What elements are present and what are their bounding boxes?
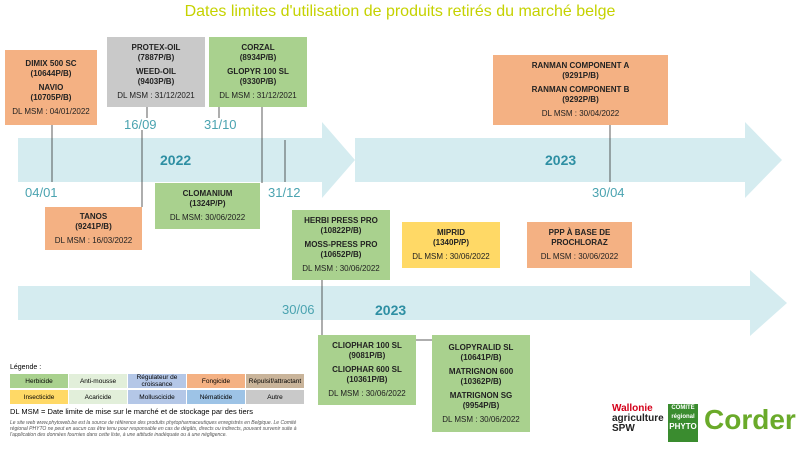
title: Dates limites d'utilisation de produits … — [184, 3, 616, 20]
product-name: DIMIX 500 SC — [25, 58, 77, 68]
product-code: (1340P/P) — [432, 238, 470, 247]
deadline: DL MSM : 30/06/2022 — [540, 252, 619, 261]
deadline: DL MSM : 30/04/2022 — [541, 109, 620, 118]
date-label: 16/09 — [124, 117, 157, 132]
product-box: HERBI PRESS PRO (10822P/B) MOSS-PRESS PRO(… — [292, 210, 390, 280]
year-label: 2023 — [545, 152, 577, 168]
product-name: CORZAL — [241, 43, 275, 52]
legend-note: DL MSM = Date limite de mise sur le marc… — [10, 407, 253, 416]
legend-item: Anti-mousse — [69, 374, 127, 388]
connectors — [51, 107, 611, 341]
date-label: 31/12 — [268, 185, 301, 200]
legend-item: Molluscicide — [128, 390, 186, 404]
legend-item: Insecticide — [10, 390, 68, 404]
product-code: (9330P/B) — [239, 77, 277, 86]
disclaimer: Le site web www.phytoweb.be est la sourc… — [10, 420, 297, 438]
legend-item: Herbicide — [10, 374, 68, 388]
deadline: DL MSM : 30/06/2022 — [442, 414, 520, 424]
product-box: MIPRID (1340P/P) DL MSM : 30/06/2022 — [402, 222, 500, 268]
product-name: MATRIGNON SG — [449, 390, 513, 400]
product-name: GLOPYRALID SL — [448, 342, 514, 352]
product-name: MOSS-PRESS PRO — [304, 240, 378, 249]
logo-text: SPW — [612, 423, 635, 434]
product-code: (10822P/B) — [320, 226, 362, 235]
product-box: CORZAL (8934P/B) GLOPYR 100 SL (9330P/B) DL … — [209, 37, 307, 107]
product-name: TANOS — [79, 211, 108, 221]
product-code: (9954P/B) — [462, 400, 500, 410]
date-label: 30/06 — [282, 302, 315, 317]
product-code: (10361P/B) — [346, 375, 388, 384]
legend-item: Répulsif/attractant — [246, 374, 304, 388]
logo-text: régional — [671, 414, 695, 420]
product-box: GLOPYRALID SL (10641P/B) MATRIGNON 600 (103… — [432, 335, 530, 432]
arrow — [18, 270, 787, 336]
product-box: CLIOPHAR 100 SL (9081P/B) CLIOPHAR 600 SL(… — [318, 335, 416, 405]
year-label: 2022 — [160, 152, 192, 168]
product-code: (9291P/B) — [562, 71, 599, 80]
product-name: PPP À BASE DE — [548, 228, 611, 237]
deadline: DL MSM : 31/12/2021 — [219, 91, 297, 100]
logo-text: COMITÉ — [671, 405, 695, 411]
product-name: RANMAN COMPONENT B — [531, 85, 630, 94]
product-code: (8934P/B) — [239, 53, 277, 62]
product-name: WEED-OIL — [136, 67, 176, 76]
product-code: (9292P/B) — [562, 95, 599, 104]
legend-item: Régulateur de croissance — [128, 374, 186, 388]
product-name: NAVIO — [38, 82, 64, 92]
legend-item: Autre — [246, 390, 304, 404]
product-name: GLOPYR 100 SL — [227, 67, 289, 76]
arrow — [18, 122, 355, 198]
legend-item: Nématicide — [187, 390, 245, 404]
product-box: DIMIX 500 SC (10644P/B) NAVIO (10705P/B) DL … — [5, 50, 97, 125]
product-name: MATRIGNON 600 — [448, 366, 514, 376]
logo-phyto: COMITÉ régional PHYTO — [668, 404, 698, 442]
legend-title: Légende : — [10, 364, 42, 371]
deadline: DL MSM: 30/06/2022 — [169, 213, 246, 222]
product-code: (10705P/B) — [30, 92, 72, 102]
product-code: (9403P/B) — [137, 77, 175, 86]
logo-text: PHYTO — [669, 422, 697, 431]
deadline: DL MSM : 30/06/2022 — [302, 264, 380, 273]
product-code: (9081P/B) — [348, 351, 386, 360]
product-code: (1324P/P) — [189, 199, 226, 208]
legend-item: Acaricide — [69, 390, 127, 404]
date-label: 31/10 — [204, 117, 237, 132]
deadline: DL MSM : 30/06/2022 — [412, 252, 490, 261]
product-code: (10652P/B) — [320, 250, 362, 259]
product-name: CLIOPHAR 600 SL — [332, 365, 402, 374]
deadline: DL MSM : 30/06/2022 — [328, 389, 406, 398]
arrow — [355, 122, 782, 198]
product-code: (9241P/B) — [75, 221, 112, 231]
product-box: CLOMANIUM (1324P/P) DL MSM: 30/06/2022 — [155, 183, 260, 229]
product-code: (10362P/B) — [460, 376, 502, 386]
logo-corder: Corder — [704, 404, 796, 435]
date-label: 30/04 — [592, 185, 625, 200]
product-box: TANOS (9241P/B) DL MSM : 16/03/2022 — [45, 207, 142, 250]
product-name: PROTEX-OIL — [131, 43, 181, 52]
date-label: 04/01 — [25, 185, 58, 200]
product-code: PROCHLORAZ — [551, 238, 608, 247]
legend-item: Fongicide — [187, 374, 245, 388]
product-name: HERBI PRESS PRO — [304, 216, 378, 225]
year-label: 2023 — [375, 302, 407, 318]
logo-text: Wallonie — [612, 403, 653, 414]
deadline: DL MSM : 16/03/2022 — [54, 235, 133, 245]
product-name: RANMAN COMPONENT A — [531, 61, 630, 70]
product-name: CLOMANIUM — [182, 189, 233, 198]
deadline: DL MSM : 04/01/2022 — [12, 106, 90, 116]
product-box: RANMAN COMPONENT A (9291P/B) RANMAN COMPON… — [493, 55, 668, 125]
product-name: MIPRID — [437, 228, 465, 237]
product-code: (7887P/B) — [137, 53, 175, 62]
product-box: PPP À BASE DE PROCHLORAZ DL MSM : 30/06/20… — [527, 222, 632, 268]
logo-text: agriculture — [612, 413, 664, 424]
product-box: PROTEX-OIL (7887P/B) WEED-OIL (9403P/B) DL M… — [107, 37, 205, 107]
product-name: CLIOPHAR 100 SL — [332, 341, 402, 350]
deadline: DL MSM : 31/12/2021 — [117, 91, 195, 100]
product-code: (10644P/B) — [30, 68, 72, 78]
logo-wallonie: Wallonie agriculture SPW — [612, 404, 664, 434]
product-code: (10641P/B) — [460, 352, 502, 362]
